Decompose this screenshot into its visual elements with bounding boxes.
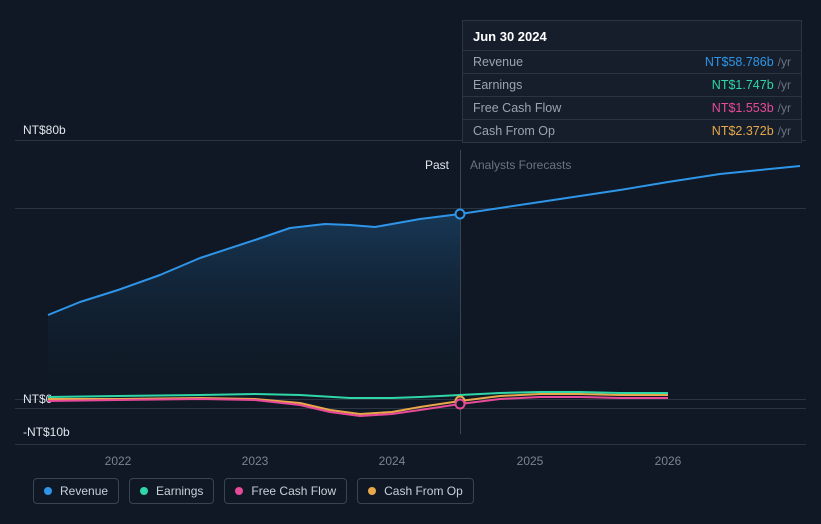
tooltip-metric-value: NT$2.372b/yr	[712, 124, 791, 138]
tooltip-row: Free Cash Flow NT$1.553b/yr	[463, 96, 801, 119]
tooltip-metric-value: NT$1.747b/yr	[712, 78, 791, 92]
tooltip-metric-label: Cash From Op	[473, 124, 555, 138]
tooltip-row: Cash From Op NT$2.372b/yr	[463, 119, 801, 142]
financial-chart: NT$80bNT$0-NT$10b Past Analysts Forecast…	[15, 10, 806, 514]
hover-tooltip: Jun 30 2024 Revenue NT$58.786b/yr Earnings…	[462, 20, 802, 143]
fcf-marker	[456, 400, 465, 409]
tooltip-row: Revenue NT$58.786b/yr	[463, 50, 801, 73]
revenue-marker	[456, 210, 465, 219]
tooltip-row: Earnings NT$1.747b/yr	[463, 73, 801, 96]
tooltip-metric-value: NT$1.553b/yr	[712, 101, 791, 115]
tooltip-metric-label: Free Cash Flow	[473, 101, 561, 115]
tooltip-metric-label: Revenue	[473, 55, 523, 69]
tooltip-metric-value: NT$58.786b/yr	[705, 55, 791, 69]
tooltip-metric-label: Earnings	[473, 78, 522, 92]
tooltip-date: Jun 30 2024	[463, 21, 801, 50]
revenue-area	[48, 214, 460, 399]
